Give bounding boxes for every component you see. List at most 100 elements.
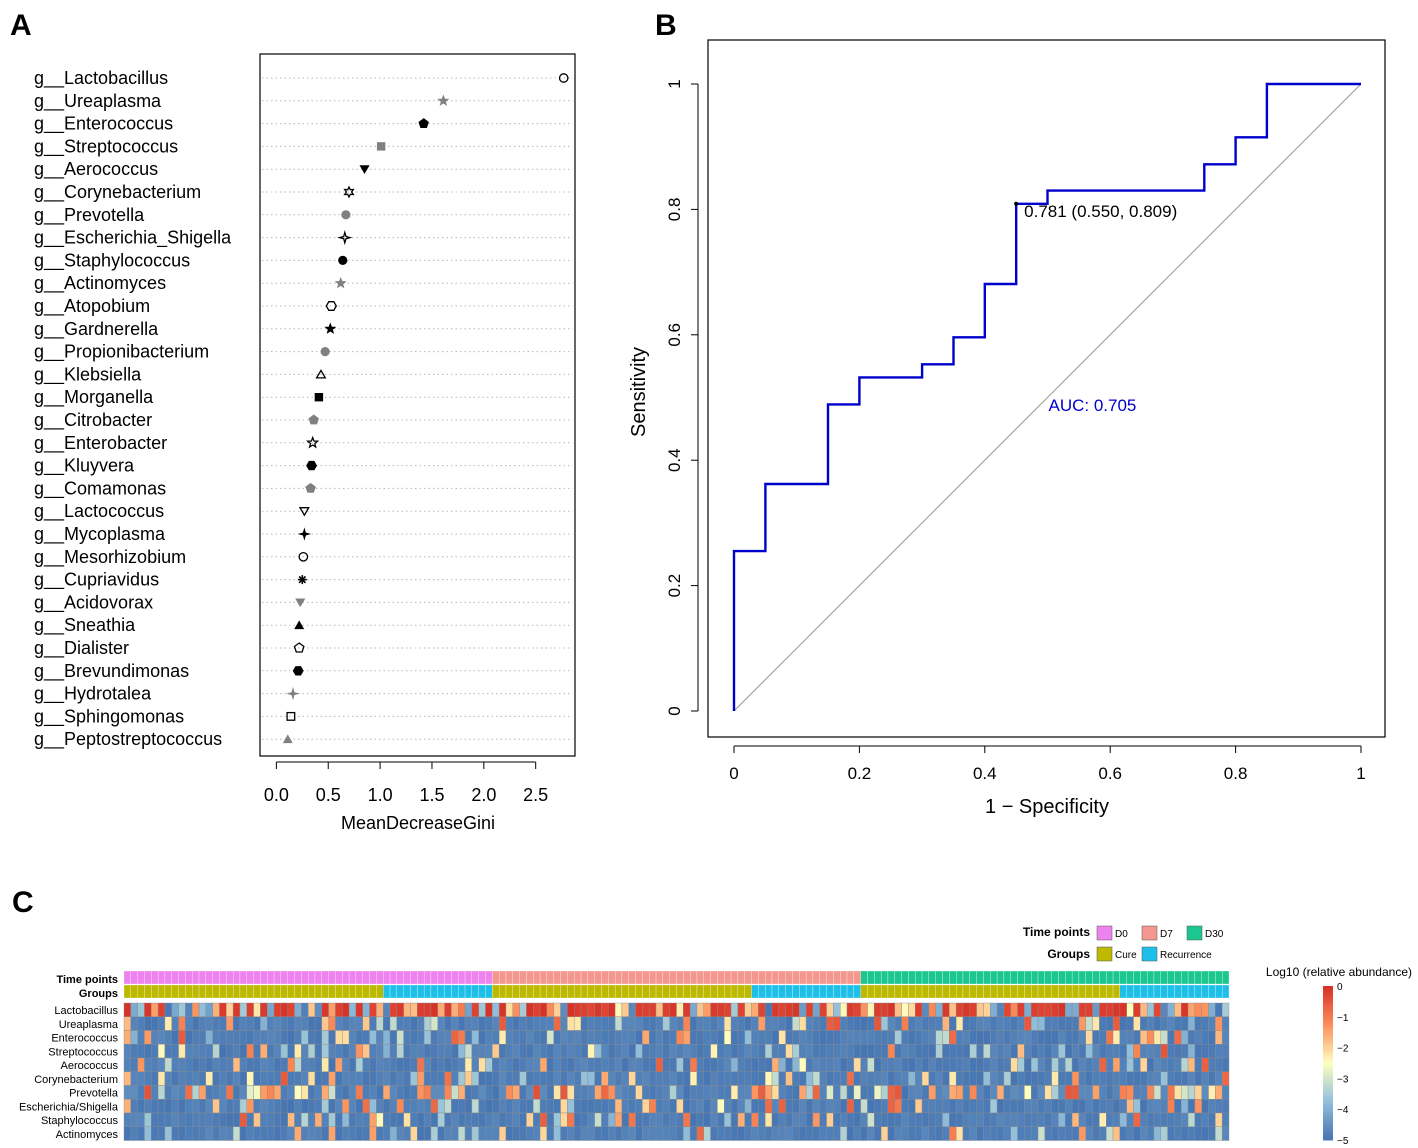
group-cell: [601, 984, 609, 999]
heatmap-cell: [1037, 1044, 1046, 1059]
heatmap-cell: [164, 1099, 172, 1114]
colorbar-segment: [1323, 1127, 1333, 1131]
group-cell: [887, 984, 895, 999]
heatmap-cell: [539, 1002, 548, 1017]
heatmap-cell: [471, 1085, 479, 1100]
heatmap-cell: [942, 1085, 950, 1100]
heatmap-cell: [990, 1112, 998, 1127]
heatmap-cell: [1146, 1030, 1155, 1045]
heatmap-cell: [403, 1112, 411, 1127]
time-point-cell: [539, 970, 548, 985]
colorbar-segment: [1323, 1047, 1333, 1051]
heatmap-cell: [778, 1071, 786, 1086]
importance-point: [292, 666, 304, 676]
heatmap-cell: [1208, 1044, 1216, 1059]
heatmap-cell: [1215, 1112, 1223, 1127]
importance-point: [295, 598, 306, 608]
heatmap-cell: [164, 1085, 172, 1100]
heatmap-cell: [608, 1030, 616, 1045]
group-cell: [580, 984, 588, 999]
heatmap-cell: [1058, 1002, 1066, 1017]
heatmap-cell: [635, 1016, 643, 1031]
heatmap-cell: [1065, 1085, 1073, 1100]
time-point-cell: [198, 970, 207, 985]
colorbar-segment: [1323, 1122, 1333, 1126]
heatmap-cell: [778, 1016, 786, 1031]
heatmap-cell: [164, 1126, 172, 1141]
heatmap-cell: [253, 1099, 261, 1114]
dotchart-gridlines: [262, 77, 573, 740]
heatmap-cell: [785, 1071, 793, 1086]
heatmap-cell: [396, 1016, 404, 1031]
time-point-cell: [758, 970, 766, 985]
heatmap-cell: [751, 1085, 759, 1100]
heatmap-cell: [560, 1112, 568, 1127]
heatmap-cell: [1208, 1126, 1216, 1141]
heatmap-cell: [799, 1099, 807, 1114]
colorbar-segment: [1323, 1019, 1333, 1023]
heatmap-cell: [867, 1099, 875, 1114]
heatmap-cell: [444, 1126, 452, 1141]
heatmap-cell: [478, 1030, 486, 1045]
heatmap-cell: [294, 1126, 302, 1141]
heatmap-cell: [1174, 1030, 1182, 1045]
heatmap-cell: [512, 1126, 520, 1141]
heatmap-cell: [983, 1099, 991, 1114]
heatmap-cell: [1003, 1112, 1011, 1127]
heatmap-cell: [533, 1085, 541, 1100]
heatmap-cell: [1044, 1002, 1052, 1017]
heatmap-cell: [526, 1030, 534, 1045]
time-point-cell: [1126, 970, 1134, 985]
heatmap-cell: [335, 1044, 343, 1059]
heatmap-cell: [505, 1085, 513, 1100]
time-point-cell: [608, 970, 616, 985]
heatmap-cells: [123, 1002, 1230, 1141]
time-point-cell: [137, 970, 145, 985]
x-tick-label: 0.0: [264, 785, 289, 805]
heatmap-cell: [1010, 1030, 1018, 1045]
heatmap-cell: [1037, 1126, 1046, 1141]
heatmap-cell: [860, 1126, 868, 1141]
heatmap-cell: [137, 1085, 145, 1100]
heatmap-cell: [396, 1057, 404, 1072]
colorbar-segment: [1323, 1024, 1333, 1028]
heatmap-cell: [314, 1002, 323, 1017]
heatmap-cell: [662, 1099, 670, 1114]
heatmap-cell: [192, 1044, 200, 1059]
time-point-cell: [928, 970, 936, 985]
heatmap-cell: [526, 1002, 534, 1017]
heatmap-cell: [389, 1085, 398, 1100]
heatmap-cell: [696, 1112, 704, 1127]
heatmap-cell: [301, 1085, 309, 1100]
heatmap-cell: [212, 1016, 220, 1031]
heatmap-cell: [348, 1112, 357, 1127]
heatmap-cell: [689, 1016, 698, 1031]
time-point-cell: [846, 970, 854, 985]
time-point-cell: [867, 970, 875, 985]
heatmap-cell: [573, 1002, 582, 1017]
heatmap-cell: [1030, 1099, 1039, 1114]
heatmap-cell: [123, 1016, 132, 1031]
heatmap-cell: [758, 1099, 766, 1114]
heatmap-cell: [887, 1112, 895, 1127]
colorbar-tick-label: −5: [1337, 1136, 1349, 1147]
heatmap-cell: [1058, 1112, 1066, 1127]
heatmap-cell: [171, 1044, 179, 1059]
heatmap-cell: [185, 1071, 193, 1086]
heatmap-cell: [949, 1030, 957, 1045]
group-cell: [178, 984, 186, 999]
heatmap-cell: [1160, 1044, 1168, 1059]
heatmap-cell: [792, 1030, 800, 1045]
heatmap-cell: [294, 1030, 302, 1045]
heatmap-cell: [287, 1085, 295, 1100]
heatmap-cell: [444, 1112, 452, 1127]
heatmap-cell: [778, 1002, 786, 1017]
heatmap-cell: [512, 1030, 520, 1045]
heatmap-cell: [990, 1044, 998, 1059]
group-cell: [410, 984, 418, 999]
heatmap-cell: [430, 1002, 438, 1017]
heatmap-cell: [901, 1002, 909, 1017]
heatmap-cell: [635, 1071, 643, 1086]
heatmap-cell: [921, 1016, 930, 1031]
time-point-cell: [1106, 970, 1114, 985]
